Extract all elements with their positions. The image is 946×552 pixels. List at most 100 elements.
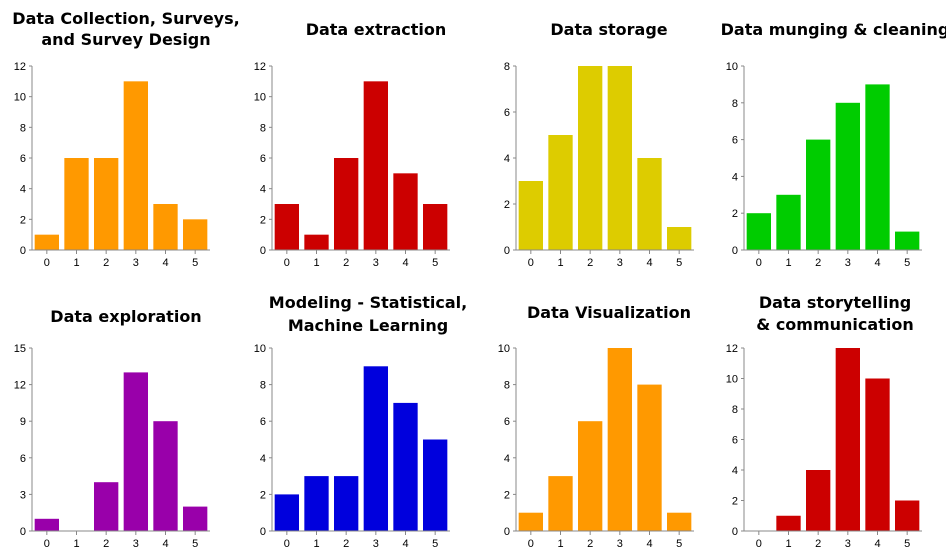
x-tick-label: 0 xyxy=(284,257,290,269)
chart-title: & communication xyxy=(756,315,913,334)
chart-panel: Data Collection, Surveys, and Survey Desi… xyxy=(12,9,239,269)
x-tick-label: 0 xyxy=(284,538,290,550)
y-tick-label: 0 xyxy=(20,245,26,257)
y-tick-label: 3 xyxy=(20,489,26,501)
y-tick-label: 6 xyxy=(732,435,738,447)
chart-title: and Survey Design xyxy=(41,30,210,49)
chart-panel: Data munging & cleaning 0 2 4 6 8 10 0 1 2 3 4 5 xyxy=(721,20,946,269)
bar xyxy=(274,494,299,531)
x-tick-label: 4 xyxy=(162,538,168,550)
bar xyxy=(548,135,573,250)
bar xyxy=(806,470,831,531)
x-tick-label: 1 xyxy=(557,257,563,269)
y-tick-label: 6 xyxy=(260,153,266,165)
y-tick-label: 15 xyxy=(14,343,26,355)
x-tick-label: 0 xyxy=(44,538,50,550)
chart-title: Data munging & cleaning xyxy=(721,20,946,39)
x-tick-label: 3 xyxy=(617,257,623,269)
chart-title: Data Visualization xyxy=(527,303,691,322)
bar xyxy=(518,181,543,250)
y-tick-label: 10 xyxy=(254,92,266,104)
bar xyxy=(637,158,662,250)
y-tick-label: 4 xyxy=(504,153,510,165)
bar xyxy=(363,366,388,531)
y-tick-label: 4 xyxy=(260,453,266,465)
bar xyxy=(835,102,860,250)
x-tick-label: 2 xyxy=(587,538,593,550)
y-tick-label: 8 xyxy=(260,122,266,134)
y-tick-label: 8 xyxy=(260,380,266,392)
x-tick-label: 5 xyxy=(192,538,198,550)
y-tick-label: 4 xyxy=(504,453,510,465)
x-tick-label: 1 xyxy=(313,257,319,269)
x-tick-label: 4 xyxy=(646,538,652,550)
y-tick-label: 0 xyxy=(732,245,738,257)
chart-panel: Modeling - Statistical, Machine Learning 0… xyxy=(254,293,467,550)
y-tick-label: 4 xyxy=(260,184,266,196)
x-tick-label: 5 xyxy=(192,257,198,269)
y-tick-label: 0 xyxy=(504,526,510,538)
y-tick-label: 2 xyxy=(20,214,26,226)
y-tick-label: 0 xyxy=(732,526,738,538)
x-tick-label: 5 xyxy=(676,257,682,269)
chart-title: Data Collection, Surveys, xyxy=(12,9,239,28)
y-tick-label: 6 xyxy=(504,107,510,119)
chart-title: Machine Learning xyxy=(288,316,448,335)
x-tick-label: 0 xyxy=(528,257,534,269)
y-tick-label: 2 xyxy=(732,208,738,220)
x-tick-label: 2 xyxy=(103,257,109,269)
bar xyxy=(153,421,178,531)
x-tick-label: 4 xyxy=(874,538,880,550)
bar xyxy=(423,439,448,531)
bar xyxy=(637,384,662,531)
y-tick-label: 10 xyxy=(254,343,266,355)
bar xyxy=(667,512,692,531)
x-tick-label: 3 xyxy=(373,538,379,550)
y-tick-label: 6 xyxy=(260,416,266,428)
x-tick-label: 4 xyxy=(874,257,880,269)
x-tick-label: 3 xyxy=(133,538,139,550)
x-tick-label: 5 xyxy=(904,257,910,269)
chart-panel: Data storage 0 2 4 6 8 0 1 2 3 4 5 xyxy=(504,20,694,269)
y-tick-label: 12 xyxy=(14,380,26,392)
bar xyxy=(274,204,299,250)
x-tick-label: 1 xyxy=(313,538,319,550)
x-tick-label: 1 xyxy=(557,538,563,550)
x-tick-label: 2 xyxy=(103,538,109,550)
y-tick-label: 8 xyxy=(20,122,26,134)
bar xyxy=(667,227,692,250)
chart-panel: Data Visualization 0 2 4 6 8 10 0 1 2 3 4 5 xyxy=(498,303,694,550)
y-tick-label: 9 xyxy=(20,416,26,428)
y-tick-label: 4 xyxy=(20,184,26,196)
bar xyxy=(123,81,148,250)
y-tick-label: 0 xyxy=(20,526,26,538)
bar xyxy=(64,158,89,250)
bar xyxy=(304,476,329,531)
bar xyxy=(548,476,573,531)
x-tick-label: 2 xyxy=(343,538,349,550)
y-tick-label: 2 xyxy=(504,199,510,211)
bar xyxy=(806,139,831,250)
bar xyxy=(183,506,208,531)
bar xyxy=(94,482,119,531)
y-tick-label: 2 xyxy=(260,489,266,501)
bar xyxy=(123,372,148,531)
y-tick-label: 4 xyxy=(732,171,738,183)
bar xyxy=(363,81,388,250)
bar xyxy=(746,213,771,250)
x-tick-label: 0 xyxy=(756,257,762,269)
x-tick-label: 4 xyxy=(162,257,168,269)
x-tick-label: 3 xyxy=(133,257,139,269)
bar xyxy=(304,234,329,250)
chart-panel: Data storytelling& communication02468101… xyxy=(726,293,922,550)
chart-title: Data storage xyxy=(550,20,667,39)
chart-title: Modeling - Statistical, xyxy=(269,293,467,312)
bar xyxy=(607,348,632,531)
y-tick-label: 6 xyxy=(20,453,26,465)
bar xyxy=(895,500,920,531)
bar xyxy=(865,378,890,531)
y-tick-label: 2 xyxy=(504,489,510,501)
bar xyxy=(94,158,119,250)
